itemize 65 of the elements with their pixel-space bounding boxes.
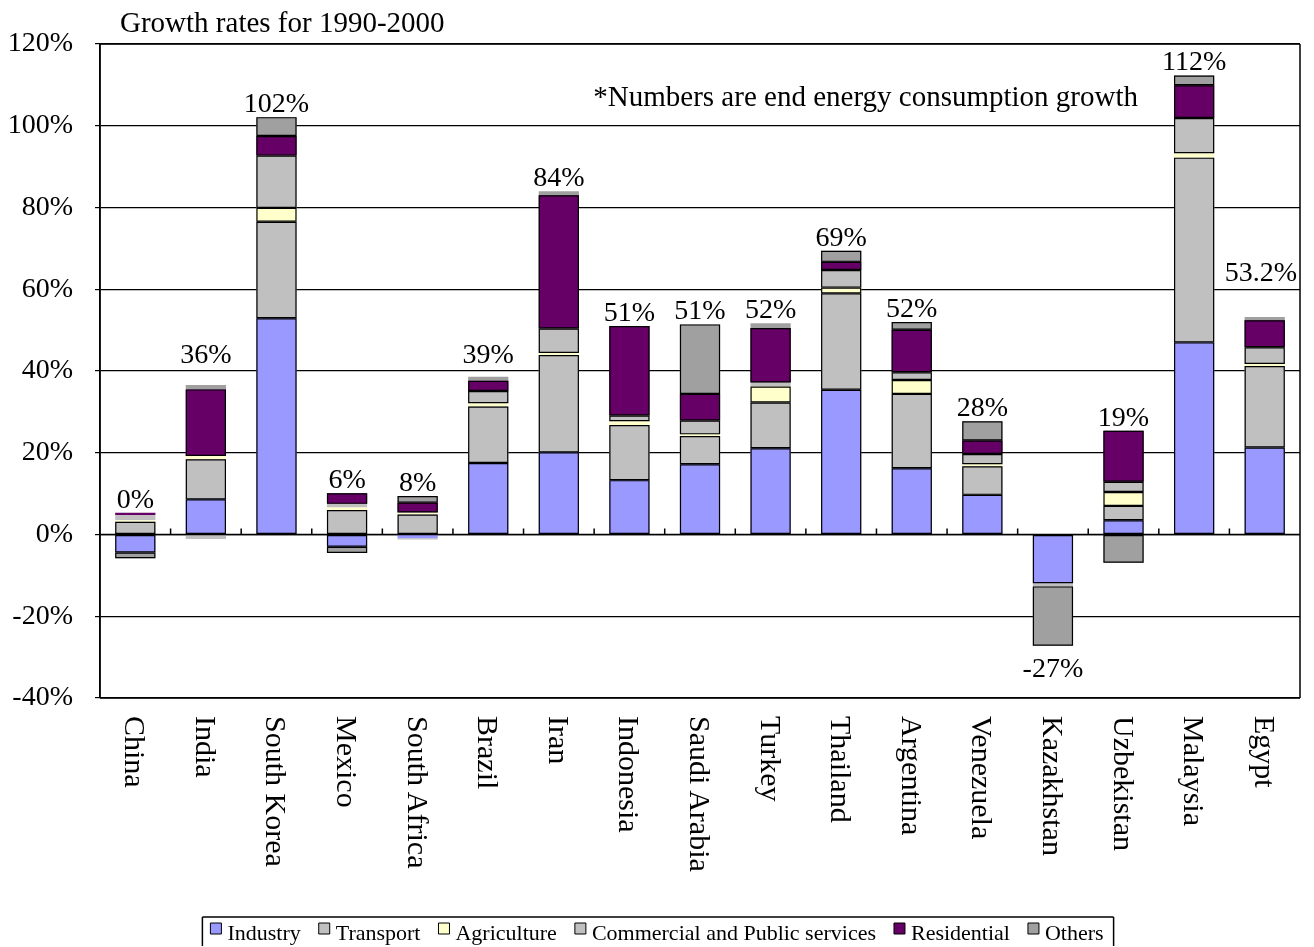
total-label: 84% [533, 161, 585, 193]
y-tick-label: 120% [7, 26, 73, 58]
annotation: *Numbers are end energy consumption growth [593, 80, 1139, 112]
x-tick-label: Iran [542, 716, 576, 765]
y-tick-label: 0% [35, 516, 73, 548]
legend-label: Residential [910, 919, 1010, 945]
x-tick-label: South Africa [401, 716, 435, 869]
total-label: 6% [328, 463, 366, 495]
x-tick-label: Thailand [825, 716, 859, 823]
x-tick-label: Indonesia [613, 716, 647, 833]
bar [185, 456, 226, 460]
legend-label: Industry [227, 919, 301, 945]
bar [468, 376, 509, 381]
y-tick-label: 100% [7, 108, 73, 140]
total-label: 19% [1097, 400, 1150, 432]
y-tick-label: -40% [12, 680, 73, 712]
bar [185, 535, 226, 539]
total-label: 36% [180, 338, 232, 369]
y-tick-label: 40% [21, 353, 73, 385]
x-tick-label: Uzbekistan [1107, 716, 1141, 851]
total-label: 0% [116, 482, 154, 514]
legend-label: Agriculture [455, 919, 557, 945]
x-tick-label: South Korea [260, 716, 294, 867]
total-label: 51% [603, 296, 656, 328]
total-label: 112% [1161, 45, 1227, 77]
y-tick-label: 80% [21, 189, 73, 221]
y-tick-label: 60% [21, 271, 73, 303]
bar [538, 191, 579, 196]
x-tick-label: Malaysia [1178, 716, 1212, 826]
x-tick-label: Kazakhstan [1036, 716, 1070, 856]
x-tick-label: Mexico [331, 716, 365, 808]
bar [326, 503, 368, 508]
y-tick-label: 20% [21, 435, 73, 467]
bar [609, 421, 650, 425]
bar [115, 515, 156, 521]
total-label: 8% [398, 466, 437, 498]
total-label: 53.2% [1224, 256, 1297, 288]
x-tick-label: Brazil [472, 716, 506, 790]
chart-title: Growth rates for 1990-2000 [120, 6, 445, 38]
x-tick-label: Argentina [895, 716, 929, 836]
x-tick-label: India [189, 716, 223, 778]
total-label: 102% [243, 87, 310, 119]
x-tick-label: Venezuela [966, 716, 1000, 840]
bar [750, 323, 791, 329]
bar [1244, 364, 1285, 367]
total-label: 69% [815, 220, 867, 252]
total-label: 28% [956, 391, 1009, 423]
total-label: 52% [744, 293, 797, 325]
bar [1244, 317, 1285, 321]
x-tick-label: China [119, 716, 153, 788]
x-tick-label: Saudi Arabia [684, 716, 717, 872]
bar [468, 403, 509, 407]
bar [538, 353, 579, 356]
bar [962, 464, 1003, 467]
legend-label: Commercial and Public services [591, 919, 876, 945]
x-tick-label: Egypt [1248, 716, 1282, 788]
bar [1174, 153, 1215, 158]
total-label: 52% [886, 291, 938, 323]
total-label: -27% [1022, 651, 1084, 683]
total-label: 39% [462, 338, 514, 369]
legend-label: Others [1044, 919, 1104, 945]
x-tick-label: Turkey [754, 716, 788, 802]
legend-label: Transport [335, 919, 421, 945]
y-tick-label: -20% [12, 598, 73, 630]
total-label: 51% [674, 294, 726, 326]
